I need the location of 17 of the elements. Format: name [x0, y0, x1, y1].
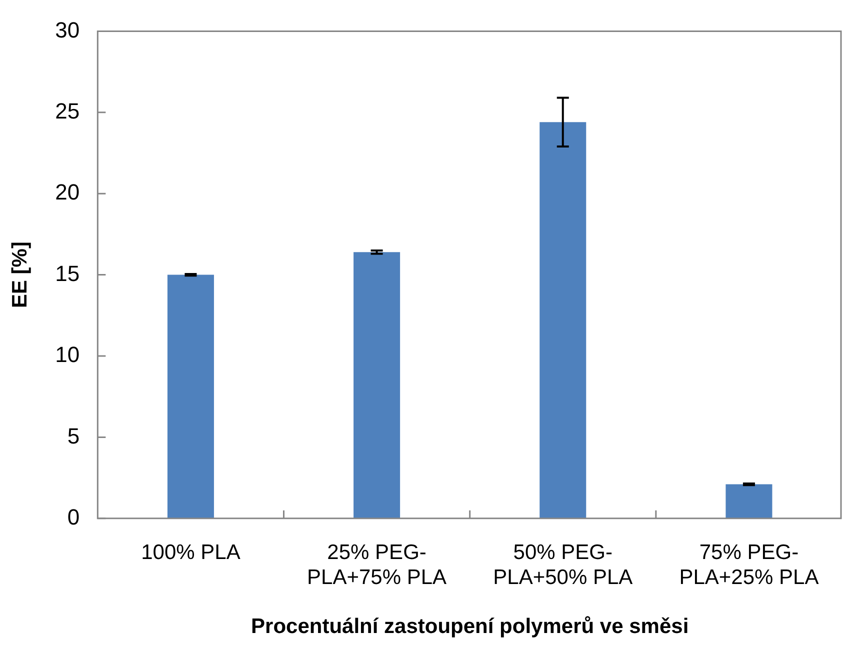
x-tick-label: 100% PLA: [141, 540, 240, 564]
y-axis-title: EE [%]: [8, 242, 32, 308]
x-axis-title: Procentuální zastoupení polymerů ve směsi: [251, 615, 689, 638]
x-tick-label: 75% PEG-PLA+25% PLA: [679, 540, 819, 589]
y-tick-label: 25: [55, 98, 80, 124]
y-tick-label: 5: [67, 423, 80, 448]
y-tick-label: 0: [67, 504, 80, 530]
bar: [726, 484, 772, 518]
x-tick-label: 25% PEG-PLA+75% PLA: [307, 540, 447, 589]
bar: [540, 122, 586, 518]
y-tick-label: 30: [55, 17, 80, 42]
y-tick-label: 15: [55, 260, 80, 286]
bar: [167, 274, 214, 518]
y-tick-label: 20: [55, 180, 80, 205]
bar: [354, 252, 400, 518]
x-tick-label: 50% PEG-PLA+50% PLA: [493, 540, 633, 589]
y-tick-label: 10: [55, 342, 80, 368]
